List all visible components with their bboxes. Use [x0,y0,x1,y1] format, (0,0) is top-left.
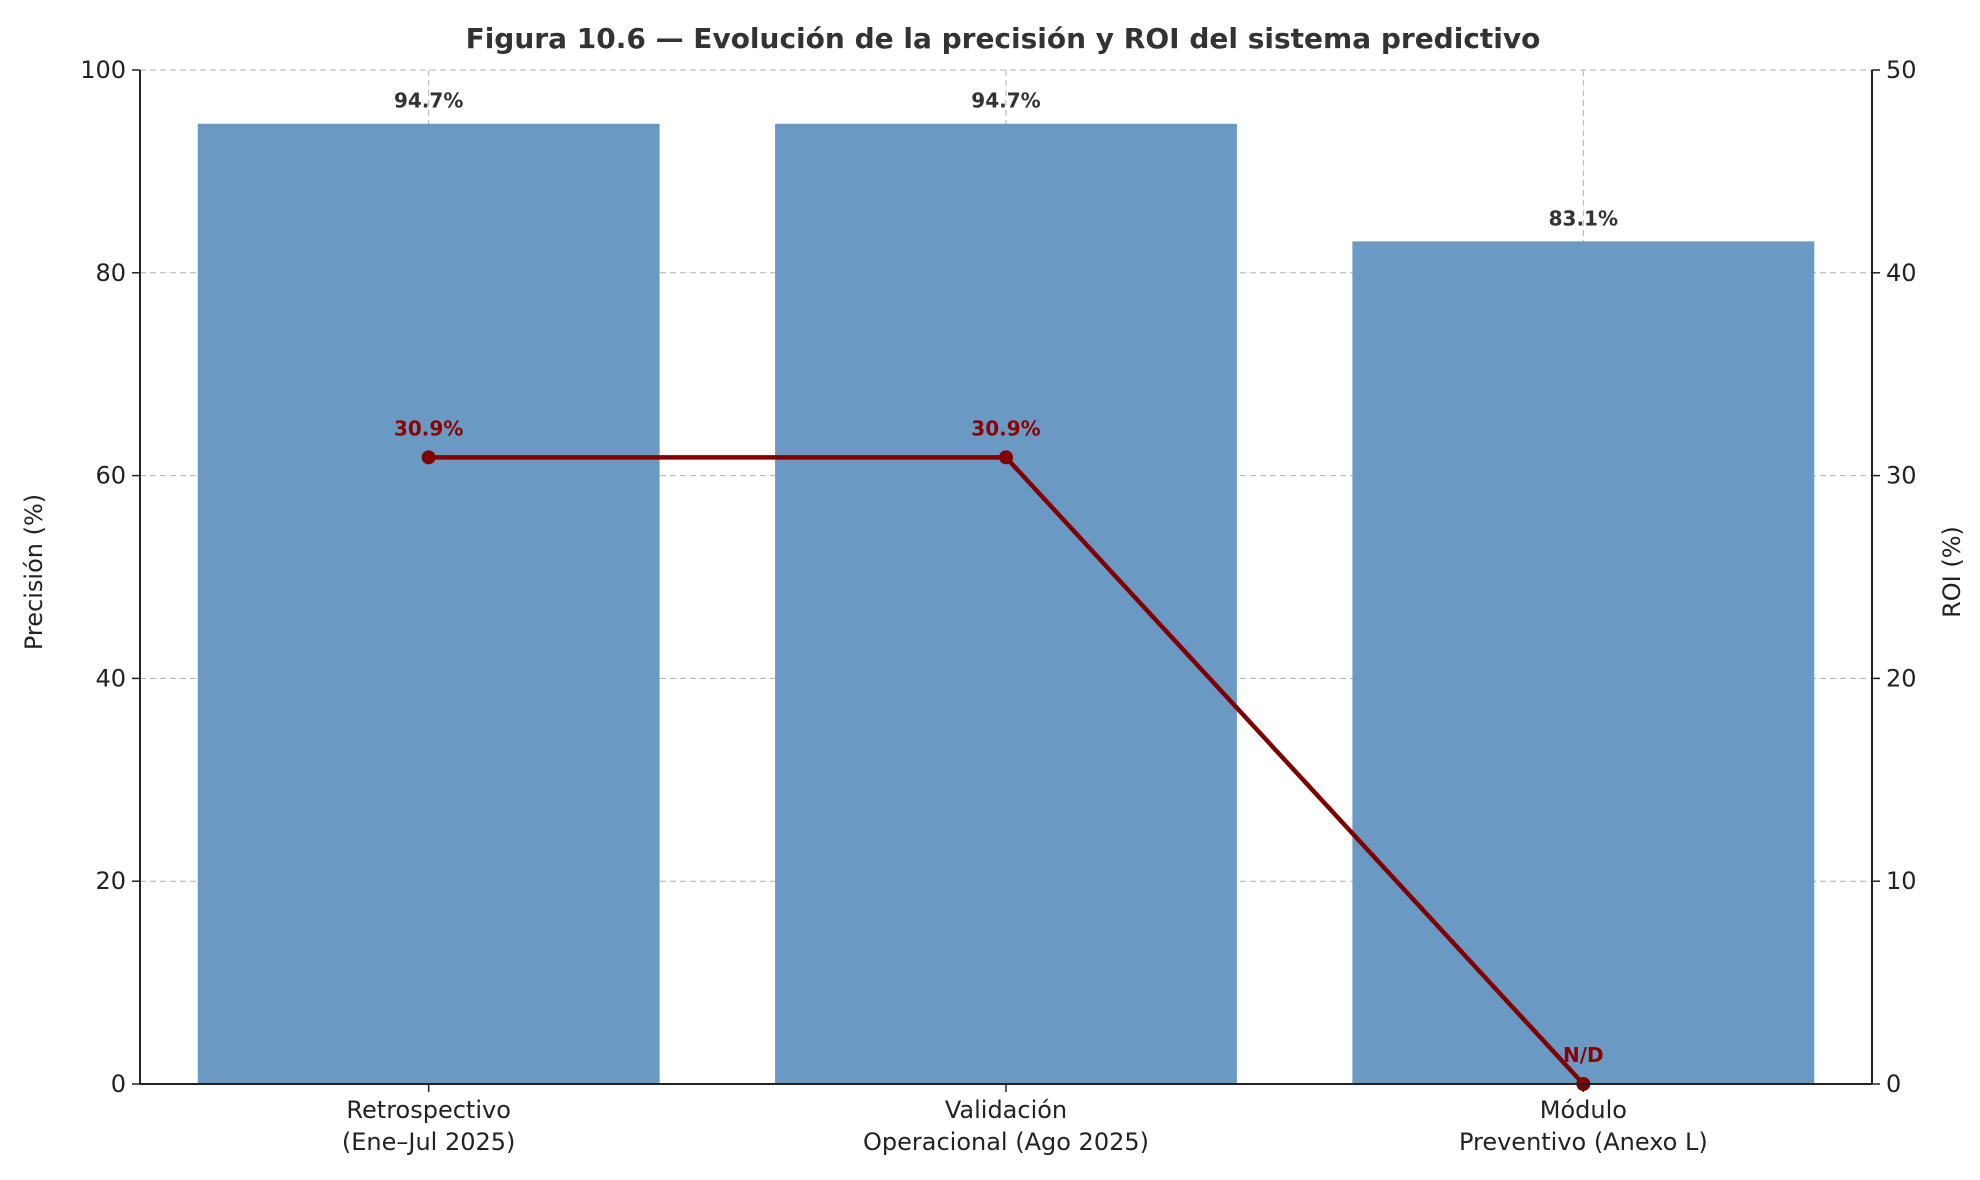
axes [132,69,1880,1092]
y-tick-label-right: 50 [1886,56,1917,84]
category-label-line: (Ene–Jul 2025) [342,1128,516,1156]
y-axis-label-right: ROI (%) [1938,526,1966,618]
y-tick-label-left: 60 [95,462,126,490]
bar [197,123,660,1084]
y-tick-label-right: 20 [1886,664,1917,692]
category-label-line: Preventivo (Anexo L) [1459,1128,1708,1156]
category-label: Retrospectivo (Ene–Jul 2025) [342,1096,516,1156]
y-axis-label-left: Precisión (%) [20,494,48,650]
roi-value-label: 30.9% [971,416,1040,440]
category-label-line: Retrospectivo [346,1096,510,1124]
bar [775,123,1237,1084]
bar [1352,241,1815,1085]
y-tick-label-right: 30 [1886,462,1917,490]
y-tick-label-left: 80 [95,259,126,287]
category-label: Validación Operacional (Ago 2025) [863,1096,1149,1156]
chart-title: Figura 10.6 — Evolución de la precisión … [466,22,1541,55]
bar-value-label: 83.1% [1549,206,1618,230]
y-tick-label-left: 100 [80,56,126,84]
tick-labels: 0 20 40 60 80 100 0 10 20 30 40 50 [80,56,1916,1098]
roi-point [421,450,436,465]
y-tick-label-right: 10 [1886,867,1917,895]
roi-point [999,450,1013,465]
category-label-line: Validación [945,1096,1067,1124]
y-tick-label-right: 0 [1886,1070,1901,1098]
bar-value-label: 94.7% [971,89,1040,113]
category-label-line: Módulo [1540,1096,1627,1124]
bars [197,123,1815,1085]
roi-value-label: N/D [1563,1043,1604,1067]
y-tick-label-left: 40 [95,664,126,692]
category-labels: Retrospectivo (Ene–Jul 2025) Validación Ope… [342,1096,1708,1156]
y-tick-label-right: 40 [1886,259,1917,287]
bar-value-label: 94.7% [394,89,463,113]
y-tick-label-left: 0 [111,1070,126,1098]
data-labels: 94.7% 94.7% 83.1% 30.9% 30.9% N/D [394,89,1618,1067]
roi-value-label: 30.9% [394,416,463,440]
y-tick-label-left: 20 [95,867,126,895]
category-label-line: Operacional (Ago 2025) [863,1128,1149,1156]
roi-line [421,450,1591,1091]
category-label: Módulo Preventivo (Anexo L) [1459,1096,1708,1156]
